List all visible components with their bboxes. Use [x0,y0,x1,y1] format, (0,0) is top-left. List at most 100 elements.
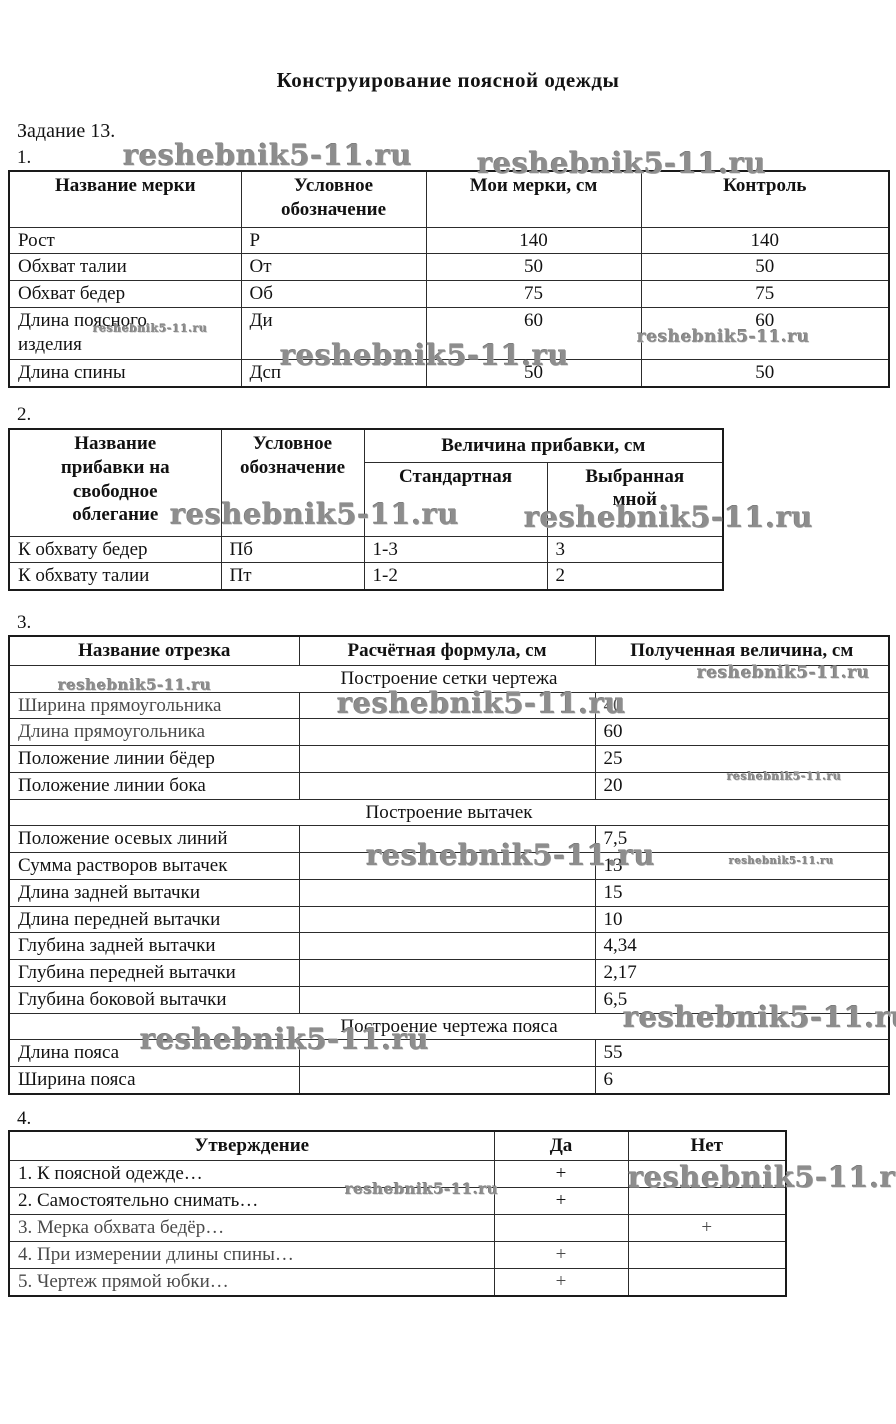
table-row: Сумма растворов вытачек 13 [8,852,890,880]
cell-symbol: Р [240,226,427,255]
column-header-allowance-value-group: Величина прибавки, см [363,428,724,463]
cell-segment-name: Положение линии бёдер [8,745,300,773]
cell-result: 10 [594,905,890,934]
cell-symbol: От [240,253,427,281]
watermark-text: reshebnik5-11.ru [123,138,413,172]
column-header-chosen: Выбранная мной [546,461,724,537]
table-row: 2. Самостоятельно снимать… + [8,1186,787,1215]
cell-segment-name: Сумма растворов вытачек [8,852,300,880]
cell-result: 6,5 [594,985,890,1014]
table-row: Обхват талии От 50 50 [8,253,890,281]
cell-formula [298,932,596,960]
cell-chosen-value: 2 [546,562,724,591]
table-row: Глубина передней вытачки 2,17 [8,959,890,987]
task-label: Задание 13. [17,120,116,142]
cell-no-mark: + [627,1213,787,1242]
column-header-segment-name: Название отрезка [8,635,300,666]
table-row: Обхват бедер Об 75 75 [8,280,890,308]
cell-control: 140 [640,226,890,255]
measurements-table: Название мерки Условное обозначение Мои … [8,170,890,388]
cell-result: 40 [594,691,890,720]
table-header-row: Название прибавки на свободное облегание… [8,428,724,537]
table-row: Ширина пояса 6 [8,1065,890,1095]
cell-no-mark [627,1186,787,1215]
table-header-row: Название отрезка Расчётная формула, см П… [8,635,890,666]
table-row: Длина пояса 55 [8,1039,890,1067]
cell-formula [298,985,596,1014]
table3-number-label: 3. [17,612,32,633]
cell-no-mark [627,1267,787,1297]
cell-my-measure: 140 [425,226,642,255]
cell-segment-name: Ширина прямоугольника [8,691,300,720]
cell-symbol: Дсп [240,358,427,388]
cell-result: 60 [594,718,890,746]
cell-segment-name: Положение осевых линий [8,825,300,853]
cell-statement: 3. Мерка обхвата бедёр… [8,1213,495,1242]
table-row: К обхвату бедер Пб 1-3 3 [8,535,724,564]
cell-result: 4,34 [594,932,890,960]
section-title: Построение чертежа пояса [8,1012,890,1041]
table-row: 3. Мерка обхвата бедёр… + [8,1213,787,1242]
cell-allowance-name: К обхвату талии [8,562,222,591]
section-header-row: Построение вытачек [8,798,890,827]
table-header-row: Утверждение Да Нет [8,1130,787,1161]
cell-measure-name: Обхват бедер [8,280,242,308]
table-row: Длина спины Дсп 50 50 [8,358,890,388]
table-row: Рост Р 140 140 [8,226,890,255]
cell-measure-name: Длина спины [8,358,242,388]
cell-control: 50 [640,253,890,281]
cell-yes-mark: + [493,1240,629,1269]
cell-my-measure: 50 [425,253,642,281]
table4-number-label: 4. [17,1108,32,1129]
cell-segment-name: Положение линии бока [8,771,300,800]
column-header-statement: Утверждение [8,1130,495,1161]
cell-standard-value: 1-2 [363,562,548,591]
table-row: Ширина прямоугольника 40 [8,691,890,720]
cell-segment-name: Глубина задней вытачки [8,932,300,960]
cell-symbol: Ди [240,306,427,360]
table-row: 4. При измерении длины спины… + [8,1240,787,1269]
cell-result: 20 [594,771,890,800]
table-row: Глубина боковой вытачки 6,5 [8,985,890,1014]
column-header-symbol: Условное обозначение [220,428,365,537]
cell-yes-mark: + [493,1267,629,1297]
section-title: Построение вытачек [8,798,890,827]
cell-my-measure: 60 [425,306,642,360]
cell-formula [298,852,596,880]
column-header-yes: Да [493,1130,629,1161]
cell-result: 15 [594,878,890,907]
cell-formula [298,771,596,800]
column-header-measure-name: Название мерки [8,170,242,228]
cell-segment-name: Длина прямоугольника [8,718,300,746]
column-header-formula: Расчётная формула, см [298,635,596,666]
cell-formula [298,718,596,746]
cell-result: 25 [594,745,890,773]
cell-result: 7,5 [594,825,890,853]
cell-allowance-name: К обхвату бедер [8,535,222,564]
section-title: Построение сетки чертежа [8,664,890,693]
cell-result: 6 [594,1065,890,1095]
cell-control: 60 [640,306,890,360]
cell-formula [298,878,596,907]
cell-segment-name: Длина передней вытачки [8,905,300,934]
cell-measure-name: Длина поясного изделия [8,306,242,360]
cell-measure-name: Рост [8,226,242,255]
table-row: 1. К поясной одежде… + [8,1159,787,1188]
table-header-row: Название мерки Условное обозначение Мои … [8,170,890,228]
ease-allowance-table: Название прибавки на свободное облегание… [8,428,725,591]
column-header-result-value: Полученная величина, см [594,635,890,666]
cell-segment-name: Длина пояса [8,1039,300,1067]
cell-yes-mark [493,1213,629,1242]
table-row: 5. Чертеж прямой юбки… + [8,1267,787,1297]
cell-result: 55 [594,1039,890,1067]
cell-yes-mark: + [493,1186,629,1215]
section-header-row: Построение сетки чертежа [8,664,890,693]
cell-formula [298,691,596,720]
section-header-row: Построение чертежа пояса [8,1012,890,1041]
table-row: Положение линии бока 20 [8,771,890,800]
cell-formula [298,745,596,773]
cell-segment-name: Ширина пояса [8,1065,300,1095]
cell-symbol: Пб [220,535,365,564]
cell-symbol: Пт [220,562,365,591]
